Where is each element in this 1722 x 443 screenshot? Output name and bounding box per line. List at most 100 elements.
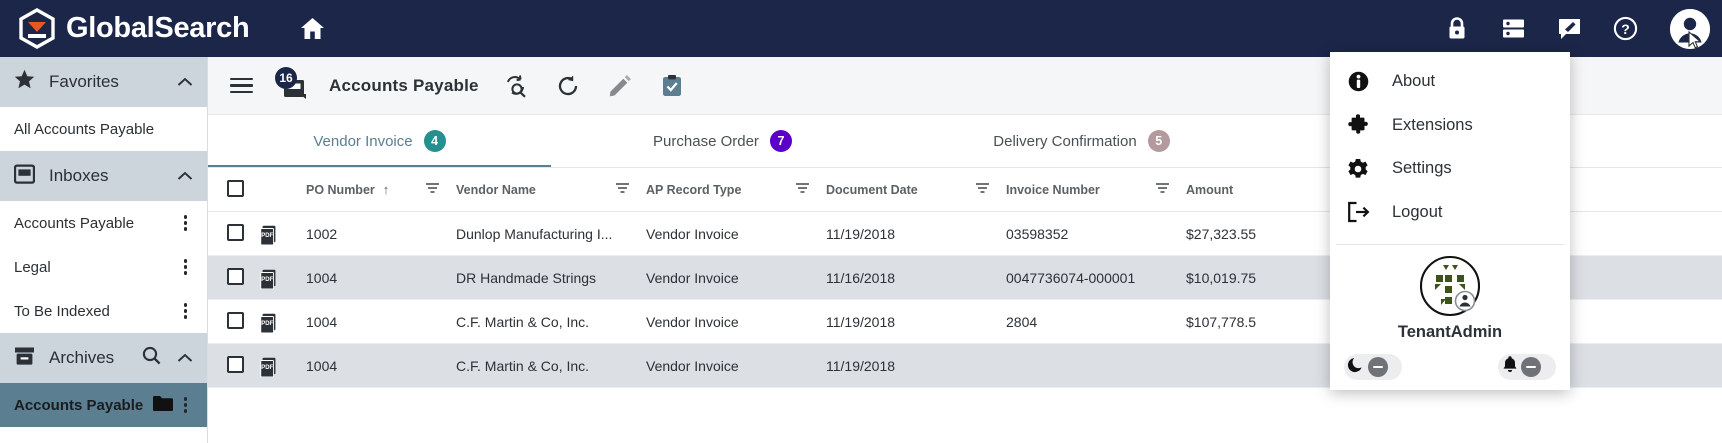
more-options-icon[interactable] (178, 299, 194, 323)
column-invoice-number[interactable]: Invoice Number (1006, 167, 1186, 212)
dark-mode-toggle[interactable] (1344, 353, 1402, 380)
tab-vendor-invoice[interactable]: Vendor Invoice 4 (208, 115, 551, 167)
row-select-cell (208, 343, 258, 388)
hamburger-menu-icon[interactable] (228, 74, 255, 98)
clipboard-check-icon[interactable] (657, 71, 687, 101)
sort-ascending-icon[interactable]: ↑ (382, 182, 390, 197)
column-label: AP Record Type (646, 182, 742, 197)
sidebar-item-label: Accounts Payable (14, 396, 144, 414)
column-document-date[interactable]: Document Date (826, 167, 1006, 212)
inbox-count-badge: 16 (275, 66, 297, 89)
toggle-knob[interactable] (1521, 356, 1541, 377)
column-label: Amount (1186, 182, 1234, 197)
logout-icon (1346, 200, 1370, 224)
page-title: Accounts Payable (329, 75, 479, 95)
home-icon[interactable] (293, 10, 331, 48)
chevron-up-icon[interactable] (177, 75, 193, 90)
profile-username: TenantAdmin (1397, 322, 1503, 341)
svg-text:PDF: PDF (261, 276, 273, 282)
profile-section: TenantAdmin (1330, 245, 1570, 342)
cell-po-number: 1002 (306, 211, 456, 256)
inbox-badge-icon[interactable]: 16 (275, 66, 307, 101)
cell-ap-record-type: Vendor Invoice (646, 255, 826, 300)
cell-vendor-name: C.F. Martin & Co, Inc. (456, 299, 646, 344)
select-all-checkbox[interactable] (227, 179, 244, 197)
row-doc-icon-cell: PDF (258, 299, 306, 344)
bell-icon (1502, 355, 1518, 378)
user-avatar-icon[interactable] (1670, 8, 1710, 49)
cell-document-date: 11/16/2018 (826, 255, 1006, 300)
edit-pencil-icon[interactable] (605, 71, 635, 101)
more-options-icon[interactable] (178, 393, 194, 417)
menu-item-logout[interactable]: Logout (1330, 191, 1570, 235)
column-vendor-name[interactable]: Vendor Name (456, 167, 646, 212)
qr-user-avatar-icon[interactable] (1419, 255, 1481, 317)
top-header-bar: GlobalSearch (0, 0, 1722, 57)
sidebar-item-archives-accounts-payable[interactable]: Accounts Payable (0, 383, 207, 427)
pdf-file-icon[interactable]: PDF (258, 311, 306, 333)
sidebar-item-legal[interactable]: Legal (0, 245, 207, 289)
sidebar-item-label: Accounts Payable (14, 214, 135, 232)
menu-item-settings[interactable]: Settings (1330, 147, 1570, 191)
svg-text:PDF: PDF (261, 364, 273, 370)
toggle-knob[interactable] (1368, 356, 1388, 377)
column-label: PO Number (306, 182, 375, 197)
cell-invoice-number: 03598352 (1006, 211, 1186, 256)
pdf-file-icon[interactable]: PDF (258, 223, 306, 245)
star-icon (14, 69, 35, 95)
sidebar-group-archives[interactable]: Archives (0, 333, 207, 383)
hexagon-logo-icon (18, 8, 56, 49)
menu-item-label: Logout (1392, 202, 1443, 221)
notifications-toggle[interactable] (1498, 353, 1556, 380)
menu-item-about[interactable]: About (1330, 60, 1570, 104)
lock-icon[interactable] (1442, 14, 1472, 44)
sidebar-group-label: Favorites (49, 72, 119, 91)
table-row[interactable]: PDF 1002 Dunlop Manufacturing I... Vendo… (208, 211, 1722, 256)
more-options-icon[interactable] (178, 211, 194, 235)
inbox-icon (13, 163, 36, 189)
column-label: Vendor Name (456, 182, 536, 197)
filter-icon[interactable] (975, 182, 990, 197)
chevron-up-icon[interactable] (177, 351, 193, 366)
filter-icon[interactable] (615, 182, 630, 197)
sidebar-item-accounts-payable-inbox[interactable]: Accounts Payable (0, 201, 207, 245)
filter-icon[interactable] (1155, 182, 1170, 197)
help-icon[interactable]: ? (1610, 14, 1640, 44)
brand[interactable]: GlobalSearch (18, 8, 250, 49)
filter-icon[interactable] (795, 182, 810, 197)
menu-item-label: Extensions (1392, 115, 1473, 134)
sidebar-item-to-be-indexed[interactable]: To Be Indexed (0, 289, 207, 333)
more-options-icon[interactable] (178, 255, 194, 279)
database-icon[interactable] (1498, 14, 1528, 44)
search-icon[interactable] (142, 346, 161, 370)
refresh-icon[interactable] (553, 71, 583, 101)
comment-edit-icon[interactable] (1554, 14, 1584, 44)
column-ap-record-type[interactable]: AP Record Type (646, 167, 826, 212)
row-checkbox[interactable] (227, 311, 244, 329)
row-checkbox[interactable] (227, 223, 244, 241)
tab-count-badge: 7 (769, 130, 792, 152)
tab-count-badge: 4 (423, 130, 446, 152)
tab-purchase-order[interactable]: Purchase Order 7 (551, 115, 894, 167)
pdf-file-icon[interactable]: PDF (258, 355, 306, 377)
column-po-number[interactable]: PO Number ↑ (306, 167, 456, 212)
sidebar-group-favorites[interactable]: Favorites (0, 57, 207, 107)
sidebar-item-all-accounts-payable[interactable]: All Accounts Payable (0, 107, 207, 151)
chevron-up-icon[interactable] (177, 169, 193, 184)
tab-count-badge: 5 (1147, 130, 1170, 152)
cell-vendor-name: DR Handmade Strings (456, 255, 646, 300)
tab-delivery-confirmation[interactable]: Delivery Confirmation 5 (894, 115, 1269, 167)
search-refresh-icon[interactable] (501, 71, 531, 101)
pdf-file-icon[interactable]: PDF (258, 267, 306, 289)
brand-name: GlobalSearch (66, 12, 250, 44)
cell-invoice-number: 0047736074-000001 (1006, 255, 1186, 300)
sidebar-group-inboxes[interactable]: Inboxes (0, 151, 207, 201)
filter-icon[interactable] (425, 182, 440, 197)
row-checkbox[interactable] (227, 355, 244, 373)
row-checkbox[interactable] (227, 267, 244, 285)
sidebar-item-label: Legal (14, 258, 51, 276)
preference-toggles (1330, 342, 1570, 390)
menu-item-extensions[interactable]: Extensions (1330, 104, 1570, 148)
archive-icon (14, 346, 35, 371)
